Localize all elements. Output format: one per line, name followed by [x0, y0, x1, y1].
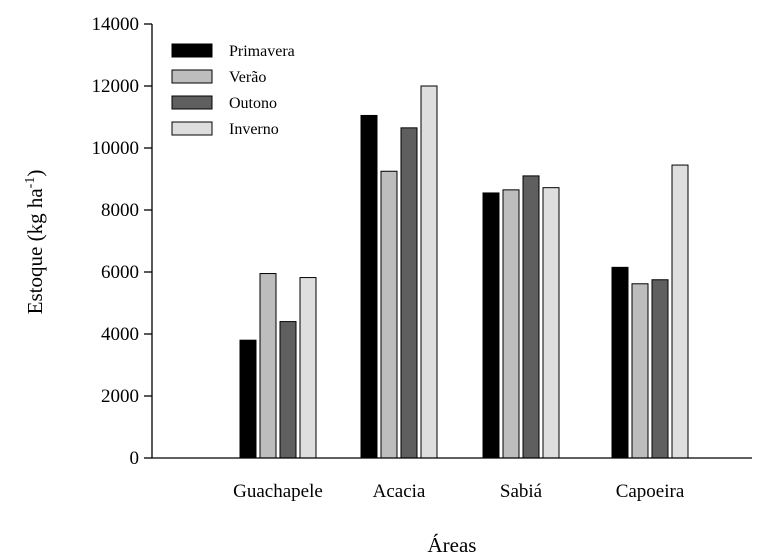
bar-outono-capoeira	[651, 279, 669, 459]
y-axis-title-suffix: )	[23, 170, 47, 177]
x-tick-label: Guachapele	[233, 481, 323, 502]
legend-label: Inverno	[229, 121, 279, 138]
x-axis-title: Áreas	[428, 533, 477, 557]
bar-inverno-capoeira	[671, 164, 689, 459]
legend: Primavera Verão Outono Inverno	[171, 43, 295, 138]
y-tick-label: 12000	[92, 76, 140, 97]
bar-inverno-guachapele	[299, 277, 317, 459]
bar-primavera-capoeira	[611, 266, 629, 459]
y-axis-title-superscript: -1	[23, 177, 38, 189]
bar-verão-sabiá	[502, 189, 520, 459]
bar-verão-guachapele	[259, 273, 277, 459]
y-tick-label: 6000	[101, 262, 139, 283]
y-tick-label: 10000	[92, 138, 140, 159]
y-tick-label: 0	[130, 448, 140, 469]
bar-primavera-sabiá	[482, 192, 500, 459]
y-tick-label: 14000	[92, 14, 140, 35]
y-tick-label: 2000	[101, 386, 139, 407]
bar-outono-acacia	[400, 127, 418, 459]
y-tick-label: 4000	[101, 324, 139, 345]
legend-swatch-primavera	[171, 43, 213, 58]
y-axis: 0 2000 4000 6000 8000 10000 12000 14000	[92, 14, 153, 469]
bar-inverno-acacia	[420, 85, 438, 459]
legend-label: Verão	[229, 69, 266, 86]
x-tick-label: Sabiá	[500, 481, 543, 502]
y-axis-title-main: Estoque (kg ha	[23, 188, 47, 315]
plot-area	[239, 85, 689, 459]
bar-inverno-sabiá	[542, 187, 560, 459]
bar-verão-capoeira	[631, 283, 649, 459]
legend-swatch-inverno	[171, 121, 213, 136]
x-tick-label: Capoeira	[616, 481, 685, 502]
bar-outono-sabiá	[522, 175, 540, 459]
legend-swatch-verão	[171, 69, 213, 84]
y-tick-label: 8000	[101, 200, 139, 221]
legend-label: Outono	[229, 95, 277, 112]
x-axis: Guachapele Acacia Sabiá Capoeira	[152, 457, 752, 502]
bar-verão-acacia	[380, 170, 398, 459]
legend-label: Primavera	[229, 43, 295, 60]
bar-primavera-acacia	[360, 114, 378, 459]
bar-outono-guachapele	[279, 321, 297, 459]
y-axis-title: Estoque (kg ha-1)	[23, 170, 47, 315]
x-tick-label: Acacia	[373, 481, 426, 502]
legend-swatch-outono	[171, 95, 213, 110]
bar-primavera-guachapele	[239, 339, 257, 459]
